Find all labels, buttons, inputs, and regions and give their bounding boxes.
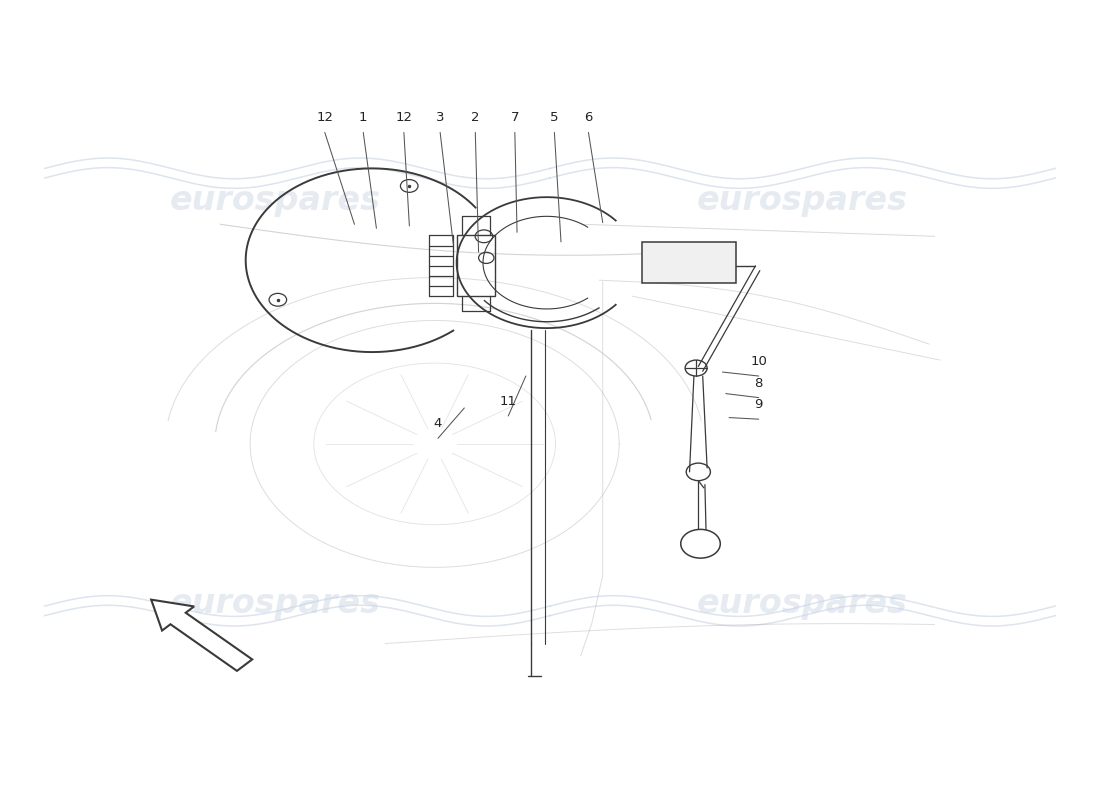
Text: 7: 7 xyxy=(510,111,519,125)
Text: 12: 12 xyxy=(317,111,333,125)
Text: 11: 11 xyxy=(499,395,517,408)
Text: 6: 6 xyxy=(584,111,593,125)
FancyArrow shape xyxy=(151,600,252,671)
Text: 8: 8 xyxy=(755,377,763,390)
Text: eurospares: eurospares xyxy=(169,587,381,620)
Text: eurospares: eurospares xyxy=(169,184,381,217)
Bar xyxy=(642,242,736,283)
Text: 9: 9 xyxy=(755,398,763,411)
Bar xyxy=(456,235,495,296)
Text: eurospares: eurospares xyxy=(697,184,909,217)
Text: 5: 5 xyxy=(550,111,559,125)
Text: 1: 1 xyxy=(359,111,367,125)
Text: 10: 10 xyxy=(750,355,767,368)
Text: 4: 4 xyxy=(433,418,442,430)
Text: 3: 3 xyxy=(436,111,444,125)
Text: 12: 12 xyxy=(395,111,412,125)
Text: eurospares: eurospares xyxy=(697,587,909,620)
Text: 2: 2 xyxy=(471,111,480,125)
